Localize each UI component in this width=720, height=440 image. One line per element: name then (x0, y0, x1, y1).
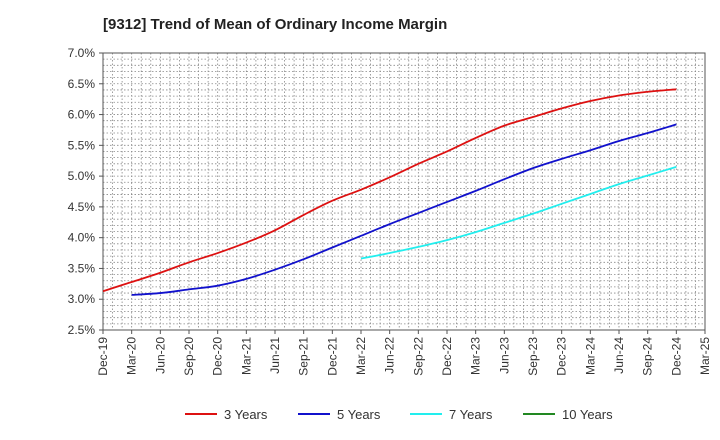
series-line-5-years (131, 123, 677, 296)
x-tick-label: Mar-25 (698, 337, 712, 375)
x-tick-label: Sep-23 (526, 337, 540, 376)
x-tick-label: Jun-24 (612, 337, 626, 374)
series-layer (102, 88, 677, 296)
legend-label: 3 Years (224, 407, 268, 422)
y-tick-label: 6.5% (68, 77, 96, 91)
x-tick-label: Sep-21 (297, 337, 311, 376)
series-line-7-years (360, 166, 677, 260)
x-tick-label: Dec-23 (555, 337, 569, 376)
x-tick-label: Mar-23 (469, 337, 483, 375)
y-tick-label: 5.0% (68, 169, 96, 183)
x-tick-label: Sep-22 (411, 337, 425, 376)
legend-label: 5 Years (337, 407, 381, 422)
x-tick-label: Dec-20 (211, 337, 225, 376)
y-tick-label: 3.0% (68, 292, 96, 306)
x-axis-ticks: Dec-19 Mar-20 Jun-20 Sep-20 Dec-20 Mar-21 Jun-… (96, 330, 712, 376)
legend-label: 10 Years (562, 407, 613, 422)
x-tick-label: Sep-20 (182, 337, 196, 376)
x-tick-label: Jun-23 (497, 337, 511, 374)
x-tick-label: Jun-22 (383, 337, 397, 374)
x-tick-label: Dec-19 (96, 337, 110, 376)
x-tick-label: Dec-22 (440, 337, 454, 376)
legend: 3 Years 5 Years 7 Years 10 Years (185, 407, 613, 422)
grid-layer (103, 53, 705, 330)
plot-frame (102, 52, 706, 331)
y-tick-label: 7.0% (68, 46, 96, 60)
y-tick-label: 6.0% (68, 108, 96, 122)
y-axis-ticks: 7.0% 6.5% 6.0% 5.5% 5.0% 4.5% 4.0% 3.5% 3.0% 2.5% (68, 46, 103, 337)
x-tick-label: Jun-21 (268, 337, 282, 374)
legend-label: 7 Years (449, 407, 493, 422)
x-tick-label: Dec-21 (325, 337, 339, 376)
y-tick-label: 3.5% (68, 261, 96, 275)
x-tick-label: Mar-20 (125, 337, 139, 375)
x-tick-label: Mar-24 (583, 337, 597, 375)
y-tick-label: 5.5% (68, 138, 96, 152)
y-tick-label: 4.0% (68, 231, 96, 245)
x-tick-label: Mar-21 (239, 337, 253, 375)
y-tick-label: 2.5% (68, 323, 96, 337)
x-tick-label: Dec-24 (669, 337, 683, 376)
plot-border (102, 52, 706, 331)
x-tick-label: Sep-24 (641, 337, 655, 376)
x-tick-label: Jun-20 (153, 337, 167, 374)
chart-title: [9312] Trend of Mean of Ordinary Income … (103, 16, 448, 33)
x-tick-label: Mar-22 (354, 337, 368, 375)
series-line-3-years (102, 88, 677, 293)
y-tick-label: 4.5% (68, 200, 96, 214)
